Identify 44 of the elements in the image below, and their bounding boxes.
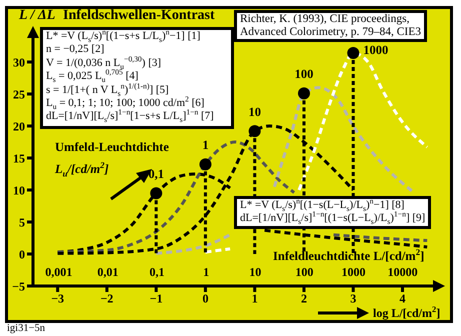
x-tick-label: 0 [202, 292, 208, 306]
x2-tick-label: 1000 [342, 265, 366, 279]
annotation: Advanced Colorimetry, p. 79–84, CIE3 [240, 26, 421, 38]
y-tick-label: 10 [13, 183, 25, 198]
text: igi31−5n [7, 323, 46, 334]
x2-tick-label: 10 [249, 265, 262, 279]
point [298, 87, 310, 100]
point [248, 125, 261, 138]
y-tick-label: 5 [19, 215, 25, 230]
chart-title: Infeldschwellen-Kontrast [63, 8, 215, 23]
y-axis-title: L / ΔL [19, 8, 56, 23]
annotation: 10 [248, 105, 261, 120]
y-tick-label: 20 [13, 119, 25, 134]
x-tick-label: 2 [300, 292, 307, 306]
x2-tick-label: 0,001 [45, 265, 72, 279]
point [199, 158, 212, 170]
x2-tick-label: 10000 [388, 265, 418, 279]
x2-tick-label: 0,01 [97, 265, 118, 279]
x2-tick-label: 100 [295, 265, 314, 279]
y-tick-label: 30 [13, 55, 25, 70]
x-tick-label: 1 [252, 292, 258, 306]
annotation: n = −0,25 [2] [46, 43, 104, 56]
x2-tick-label: 1 [203, 265, 210, 279]
annotation: Umfeld-Leuchtdichte [55, 140, 169, 154]
point [150, 187, 162, 200]
text: Richter, K. (1993), CIE proceedings, [240, 13, 410, 25]
x-tick-label: −1 [150, 292, 163, 306]
y-tick-label: 15 [13, 151, 25, 166]
y-tick-label: −5 [12, 279, 25, 294]
x2-tick-label: 0,1 [149, 265, 164, 279]
x2-axis-title: Infeldleuchtdichte L/[cd/m$^{2}$] [273, 246, 424, 263]
annotation: 1000 [363, 43, 388, 58]
y-tick-label: 25 [13, 87, 25, 102]
y-tick-label: 0 [19, 247, 25, 262]
x-tick-label: −3 [51, 292, 64, 306]
x-tick-label: −2 [100, 292, 114, 306]
text: L* =V (L$_{s}$/s)$^{n}$[(1−s+s L/L$_{s}$)$^{n}$−1] [1] [46, 29, 200, 44]
annotation: 1 [202, 138, 209, 152]
point [347, 47, 360, 60]
x-tick-label: 4 [400, 292, 406, 306]
x-tick-label: 3 [350, 292, 356, 306]
annotation: L$_{u}$/[cd/m$^{2}$] [55, 160, 109, 178]
annotation: 100 [294, 67, 314, 82]
x-axis-title: log L/[cd/m$^{2}$] [373, 305, 440, 320]
